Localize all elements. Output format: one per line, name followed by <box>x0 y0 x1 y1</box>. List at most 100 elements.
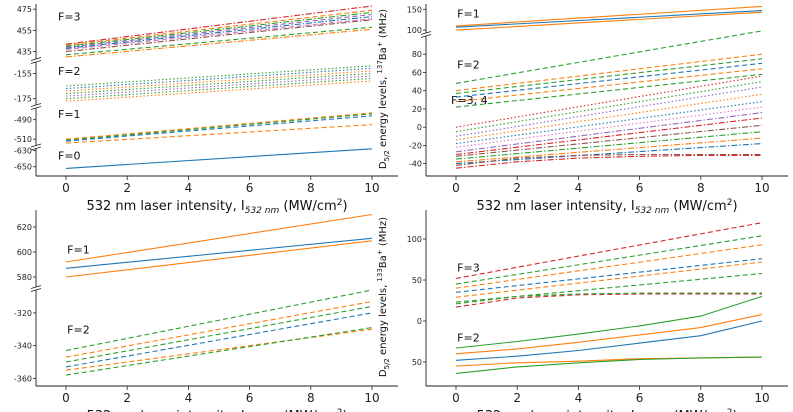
level-annotation: F=1 <box>58 108 81 121</box>
series-line <box>65 237 373 269</box>
series-line <box>455 235 763 285</box>
x-axis-title: 532 nm laser intensity, I532 nm (MW/cm2) <box>86 408 347 412</box>
y-tick-label: -340 <box>14 342 32 351</box>
series-line <box>455 244 763 289</box>
series-line <box>65 240 373 278</box>
series-line <box>65 70 373 92</box>
x-tick-label: 10 <box>364 391 379 405</box>
series-line <box>65 113 373 141</box>
x-tick-label: 0 <box>62 181 70 195</box>
y-tick-label: 455 <box>17 26 32 35</box>
y-axis-title: D3/2 energy levels, 137Ba+ (MHz) <box>0 9 1 169</box>
x-tick-label: 6 <box>246 181 254 195</box>
series-line <box>65 19 373 53</box>
axis-break-gap <box>31 105 41 108</box>
series-line <box>65 77 373 100</box>
y-tick-label: 0 <box>417 123 422 132</box>
y-axis-title: D5/2 energy levels, 137Ba+ (MHz) <box>376 9 391 169</box>
y-tick-label: -320 <box>14 309 32 318</box>
series-line <box>65 75 373 97</box>
x-axis-title: 532 nm laser intensity, I532 nm (MW/cm2) <box>476 408 737 412</box>
chart-panel-1: 435 455 475 -155 -175 -490 -510 -630 -650 0 2 4 6 8 10… <box>0 4 398 216</box>
series-line <box>65 289 373 352</box>
series-line <box>455 53 763 92</box>
x-tick-label: 6 <box>636 181 644 195</box>
y-tick-label: -650 <box>14 163 32 172</box>
level-annotation: F=1 <box>457 7 480 20</box>
series-line <box>455 356 763 374</box>
y-tick-label: 60 <box>412 68 422 77</box>
x-tick-label: 6 <box>636 391 644 405</box>
x-tick-label: 4 <box>575 391 583 405</box>
series-line <box>455 258 763 293</box>
level-annotation: F=3 <box>457 262 480 275</box>
series-line <box>65 115 373 142</box>
y-tick-label: 50 <box>412 276 422 285</box>
series-line <box>65 80 373 102</box>
y-tick-label: 20 <box>412 105 422 114</box>
x-tick-label: 4 <box>185 181 193 195</box>
chart-panel-2: 100 150 -40 -20 0 20 40 60 80 0 2 4 6 8 10 F=1 F=2 F=3, 4… <box>376 4 788 216</box>
x-tick-label: 2 <box>513 391 521 405</box>
series-line <box>65 26 373 56</box>
series-line <box>455 222 763 279</box>
y-tick-label: 0 <box>417 317 422 326</box>
chart-panel-3: 580 600 620 -320 -340 -360 0 2 4 6 8 10 F=1 F=2 532 nm… <box>0 210 398 412</box>
series-line <box>455 131 763 160</box>
series-line <box>65 305 373 363</box>
series-line <box>455 261 763 298</box>
y-tick-label: -40 <box>409 160 422 169</box>
x-tick-label: 4 <box>185 391 193 405</box>
series-line <box>455 5 763 27</box>
x-tick-label: 0 <box>62 391 70 405</box>
x-tick-label: 10 <box>364 181 379 195</box>
x-tick-label: 8 <box>697 391 705 405</box>
level-annotation: F=3 <box>58 11 81 24</box>
y-tick-label: -630 <box>14 146 32 155</box>
series-line <box>65 148 373 169</box>
axis-break-gap <box>421 33 431 36</box>
series-line <box>65 18 373 51</box>
y-tick-label: 100 <box>407 235 422 244</box>
series-line <box>65 124 373 144</box>
y-tick-label: 600 <box>17 248 32 257</box>
x-tick-label: 8 <box>307 181 315 195</box>
x-tick-label: 2 <box>513 181 521 195</box>
y-tick-label: 100 <box>407 26 422 35</box>
level-annotation: F=2 <box>67 323 90 336</box>
series-line <box>455 101 763 145</box>
axis-break-mark <box>30 103 42 107</box>
axis-break-mark <box>420 34 432 38</box>
series-line <box>455 58 763 94</box>
series-line <box>65 11 373 47</box>
series-line <box>65 312 373 368</box>
series-line <box>65 72 373 95</box>
series-line <box>455 30 763 84</box>
y-tick-label: 150 <box>407 5 422 14</box>
axis-break-mark <box>30 106 42 110</box>
x-tick-label: 8 <box>697 181 705 195</box>
axis-break-gap <box>31 59 41 62</box>
y-tick-label: 80 <box>412 50 422 59</box>
x-axis-title: 532 nm laser intensity, I532 nm (MW/cm2) <box>476 198 737 216</box>
series-line <box>455 313 763 355</box>
series-line <box>65 327 373 376</box>
y-tick-label: 435 <box>17 48 32 57</box>
series-line <box>455 293 762 308</box>
series-line <box>455 68 763 103</box>
series-line <box>455 73 763 108</box>
x-tick-label: 8 <box>307 391 315 405</box>
level-annotation: F=1 <box>67 244 90 257</box>
chart-panel-4: 50 0 50 100 0 2 4 6 8 10 F=3 F=2 532 nm laser intens… <box>376 210 788 412</box>
axis-break-mark <box>30 143 42 148</box>
y-tick-label: -510 <box>14 135 32 144</box>
x-tick-label: 2 <box>123 391 131 405</box>
axis-break-mark <box>30 288 42 292</box>
series-line <box>65 9 373 46</box>
series-line <box>65 213 373 263</box>
series-line <box>455 272 763 303</box>
y-tick-label: 40 <box>412 87 422 96</box>
series-line <box>65 5 373 45</box>
series-line <box>65 112 373 140</box>
series-line <box>65 65 373 87</box>
